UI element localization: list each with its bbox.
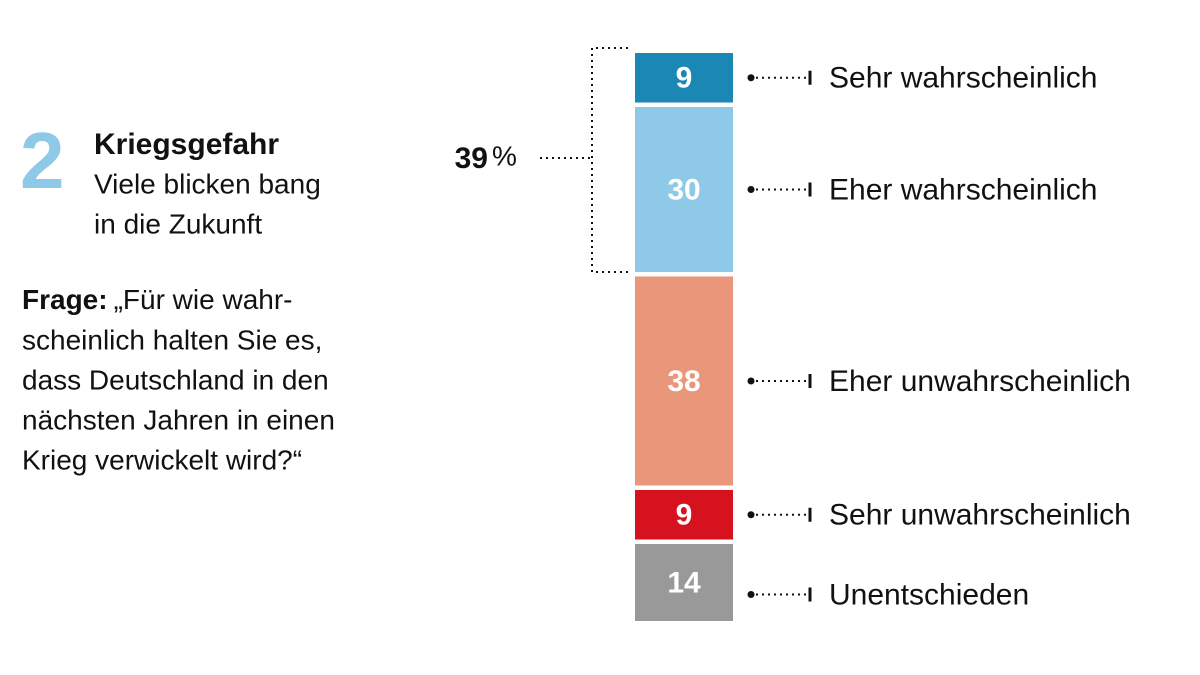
question-line: Krieg verwickelt wird?“ [22,444,302,475]
leader-dot [747,74,755,82]
bracket-unit: % [492,140,517,171]
leader-dot [747,186,755,193]
value-label: 9 [676,499,693,532]
legend-label: Eher wahrscheinlich [829,173,1097,206]
bracket [591,47,628,273]
question-line: nächsten Jahren in einen [22,404,335,435]
leader-dot [747,511,755,519]
bar-segment [635,276,733,486]
legend-label: Eher unwahrscheinlich [829,365,1131,398]
title: Kriegsgefahr [94,128,279,161]
question: Frage: „Für wie wahr- [22,284,293,315]
leader-dot [747,591,755,598]
legend-label: Sehr wahrscheinlich [829,62,1097,95]
bar-segment [635,53,733,103]
question-line: „Für wie wahr- [114,284,293,315]
legend-label: Unentschieden [829,578,1029,611]
value-label: 30 [667,173,700,206]
bracket-value: 39 [455,142,488,175]
value-label: 14 [667,566,701,599]
bar-segment [635,490,733,540]
bar-segment [635,544,733,621]
value-label: 38 [667,365,700,398]
question-label: Frage: [22,284,108,315]
leader-dot [747,377,755,385]
question-line: dass Deutschland in den [22,364,329,395]
legend-label: Sehr unwahrscheinlich [829,499,1131,532]
bar-segment [635,107,733,272]
question-line: scheinlich halten Sie es, [22,324,322,355]
subtitle: Viele blicken bang [94,168,321,199]
badge: 2 [20,116,65,205]
subtitle: in die Zukunft [94,208,262,239]
value-label: 9 [676,62,693,95]
